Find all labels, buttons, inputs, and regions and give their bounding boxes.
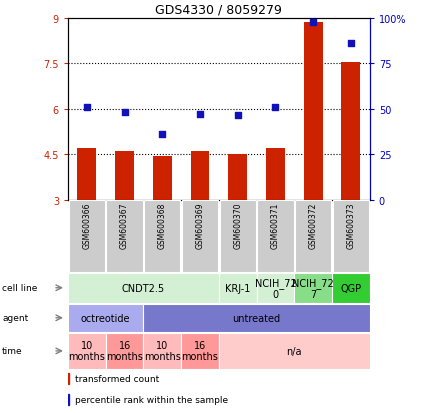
FancyBboxPatch shape [258,200,294,273]
FancyBboxPatch shape [219,273,257,303]
FancyBboxPatch shape [144,200,180,273]
Point [121,110,128,116]
FancyBboxPatch shape [219,333,370,369]
Point [272,104,279,111]
Text: untreated: untreated [232,313,280,323]
Text: GSM600366: GSM600366 [82,202,91,249]
Point [197,112,204,118]
Bar [115,152,134,200]
Bar [228,154,247,200]
Text: percentile rank within the sample: percentile rank within the sample [75,395,228,404]
FancyBboxPatch shape [294,273,332,303]
Text: GSM600371: GSM600371 [271,202,280,249]
FancyBboxPatch shape [333,200,369,273]
FancyBboxPatch shape [68,333,106,369]
FancyBboxPatch shape [257,273,294,303]
FancyBboxPatch shape [182,200,218,273]
Text: 16
months: 16 months [106,341,143,361]
Point [159,131,166,138]
FancyBboxPatch shape [220,200,256,273]
Bar [153,157,172,200]
FancyBboxPatch shape [332,273,370,303]
Text: 10
months: 10 months [68,341,105,361]
Text: NCIH_72
7: NCIH_72 7 [292,277,334,299]
FancyBboxPatch shape [143,304,370,332]
Text: time: time [2,347,23,356]
Text: GSM600368: GSM600368 [158,202,167,249]
FancyBboxPatch shape [106,333,143,369]
FancyBboxPatch shape [295,200,331,273]
Text: KRJ-1: KRJ-1 [225,283,250,293]
Text: GSM600372: GSM600372 [309,202,317,249]
Bar [341,62,360,200]
Point [234,112,241,119]
FancyBboxPatch shape [107,200,143,273]
Bar [68,394,69,405]
Text: n/a: n/a [286,346,302,356]
Point [83,104,90,111]
Text: 10
months: 10 months [144,341,181,361]
Bar [266,149,285,200]
FancyBboxPatch shape [68,304,143,332]
Text: GSM600373: GSM600373 [346,202,355,249]
FancyBboxPatch shape [68,273,219,303]
Text: transformed count: transformed count [75,375,159,384]
Point [348,40,354,47]
Bar [304,23,323,200]
FancyBboxPatch shape [181,333,219,369]
Bar [77,149,96,200]
Text: GSM600367: GSM600367 [120,202,129,249]
Text: NCIH_72
0: NCIH_72 0 [255,277,296,299]
Text: agent: agent [2,313,28,323]
Text: CNDT2.5: CNDT2.5 [122,283,165,293]
Text: 16
months: 16 months [181,341,218,361]
FancyBboxPatch shape [69,200,105,273]
Text: octreotide: octreotide [81,313,130,323]
FancyBboxPatch shape [143,333,181,369]
Bar [68,373,69,385]
Text: QGP: QGP [340,283,361,293]
Title: GDS4330 / 8059279: GDS4330 / 8059279 [156,3,282,16]
Text: GSM600369: GSM600369 [196,202,204,249]
Text: cell line: cell line [2,284,37,292]
Text: GSM600370: GSM600370 [233,202,242,249]
Bar [190,152,210,200]
Point [310,20,317,26]
